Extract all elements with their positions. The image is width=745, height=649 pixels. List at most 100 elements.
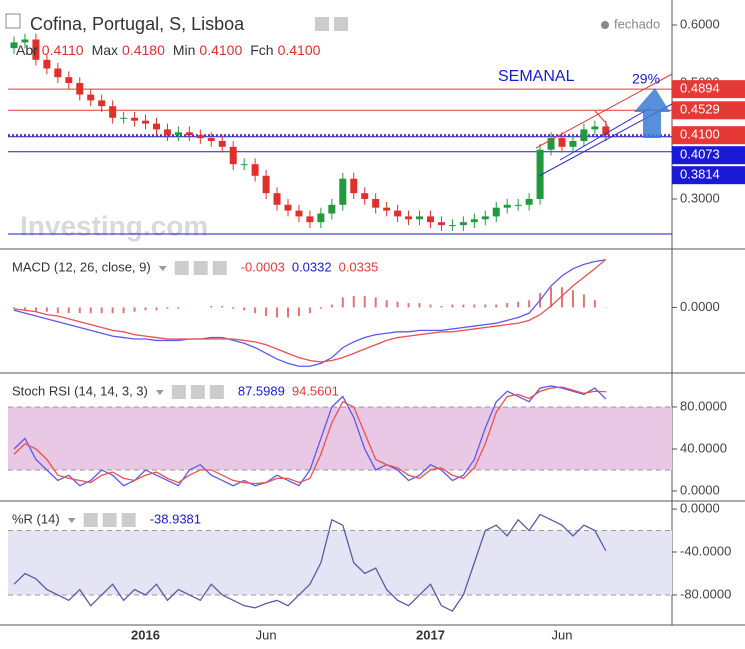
indicator-value: -0.0003 — [241, 259, 285, 274]
indicator-value: -38.9381 — [150, 511, 201, 526]
y-tick-label: 0.0000 — [680, 299, 720, 314]
x-tick-label: 2017 — [416, 627, 445, 642]
readout-value: 0.4100 — [199, 42, 242, 58]
candle-body — [284, 204, 292, 211]
candle-body — [10, 42, 18, 49]
panel-icon[interactable] — [83, 513, 98, 527]
candle-body — [558, 138, 566, 147]
candle-body — [273, 193, 281, 205]
candle-body — [262, 175, 270, 194]
indicator-title: MACD (12, 26, close, 9) — [12, 259, 151, 274]
candle-body — [394, 210, 402, 217]
candle-body — [21, 39, 29, 43]
series-line — [13, 259, 606, 367]
up-arrow — [634, 88, 670, 138]
readout-name: Fch — [250, 42, 273, 58]
series-line — [13, 513, 607, 612]
panel-icon[interactable] — [212, 261, 227, 275]
candle-body — [503, 204, 511, 208]
panel-icon[interactable] — [174, 261, 189, 275]
market-status: fechado — [614, 16, 660, 31]
readout-value: 0.4100 — [278, 42, 321, 58]
candle-body — [240, 164, 248, 166]
panel-icon[interactable] — [209, 385, 224, 399]
level-box — [672, 166, 745, 185]
candle-body — [602, 126, 610, 136]
candle-body — [218, 140, 226, 147]
candle-body — [174, 132, 182, 136]
candle-body — [295, 210, 303, 217]
y-tick-label: 0.0000 — [680, 482, 720, 497]
candle-body — [109, 106, 117, 118]
readout-name: Min — [173, 42, 196, 58]
x-tick-label: Jun — [256, 627, 277, 642]
candle-body — [251, 164, 259, 176]
settings-icon[interactable] — [334, 17, 348, 31]
series-line — [13, 385, 607, 487]
candle-body — [306, 216, 314, 223]
x-tick-label: 2016 — [131, 627, 160, 642]
indicator-value: 94.5601 — [292, 383, 339, 398]
ohlc-readout: Abr 0.4110 Max 0.4180 Min 0.4100 Fch 0.4100 — [16, 42, 321, 58]
candle-body — [98, 100, 106, 107]
dropdown-icon — [67, 518, 76, 523]
candle-body — [547, 138, 555, 150]
candle-body — [372, 198, 380, 208]
level-box — [672, 101, 745, 120]
dropdown-icon — [158, 266, 167, 271]
candle-body — [317, 213, 325, 223]
candle-body — [163, 129, 171, 136]
readout-value: 0.4180 — [122, 42, 165, 58]
candle-body — [580, 129, 588, 141]
y-tick-label: 0.3000 — [680, 190, 720, 205]
watermark: Investing.com — [20, 210, 208, 241]
candle-body — [152, 123, 160, 130]
panel-icon[interactable] — [193, 261, 208, 275]
y-tick-label: 0.0000 — [680, 501, 720, 516]
band-fill — [8, 530, 672, 595]
level-label: 0.4529 — [680, 102, 720, 117]
candle-body — [196, 135, 204, 139]
readout-value: 0.4110 — [42, 42, 84, 58]
y-tick-label: -40.0000 — [680, 543, 731, 558]
candle-body — [459, 222, 467, 226]
indicator-title: Stoch RSI (14, 14, 3, 3) — [12, 383, 148, 398]
series-line — [13, 258, 607, 363]
candle-body — [361, 193, 369, 199]
change-label: 29% — [632, 71, 660, 87]
collapse-icon[interactable] — [5, 13, 21, 29]
level-box — [672, 80, 745, 99]
indicator-value: 0.0335 — [339, 259, 379, 274]
candle-body — [120, 117, 128, 119]
level-box — [672, 126, 745, 145]
candle-body — [514, 204, 522, 206]
level-label: 0.4073 — [680, 147, 720, 162]
chart-title: Cofina, Portugal, S, Lisboa — [30, 14, 245, 34]
candle-body — [87, 94, 95, 101]
candle-body — [426, 216, 434, 223]
settings-icon[interactable] — [315, 17, 329, 31]
y-tick-label: 0.6000 — [680, 16, 720, 31]
candle-body — [350, 178, 358, 194]
candle-body — [54, 68, 62, 78]
candle-body — [142, 120, 150, 124]
band-fill — [8, 406, 672, 470]
trend-lines-red — [535, 73, 673, 149]
candle-body — [437, 222, 445, 226]
level-box — [672, 146, 745, 165]
level-label: 0.4100 — [680, 127, 720, 142]
panel-icon[interactable] — [102, 513, 117, 527]
candle-body — [569, 140, 577, 147]
candle-body — [76, 82, 84, 95]
panel-icon[interactable] — [121, 513, 136, 527]
candle-body — [339, 178, 347, 205]
y-tick-label: -80.0000 — [680, 586, 731, 601]
panel-icon[interactable] — [190, 385, 205, 399]
candle-body — [591, 126, 599, 130]
panel-icon[interactable] — [171, 385, 186, 399]
candle-body — [481, 216, 489, 220]
readout-name: Abr — [16, 42, 38, 58]
timeframe-label: SEMANAL — [498, 68, 575, 85]
